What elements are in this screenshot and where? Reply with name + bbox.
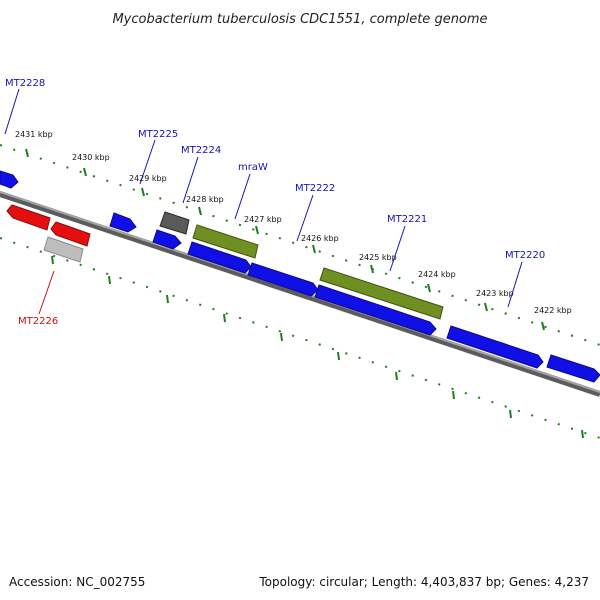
outer-major-tick	[484, 302, 488, 312]
outer-major-tick	[427, 283, 431, 293]
leader-line	[296, 194, 314, 242]
outer-major-tick	[141, 187, 145, 197]
leader-line	[4, 88, 20, 135]
gene-label[interactable]: MT2228	[5, 78, 45, 89]
inner-major-tick	[509, 409, 512, 419]
gene-forward[interactable]	[109, 212, 137, 233]
outer-major-ticks	[25, 148, 545, 331]
tick-label: 2426 kbp	[301, 234, 339, 243]
tick-label: 2430 kbp	[72, 153, 110, 162]
outer-major-tick	[541, 321, 545, 331]
gene-label[interactable]: MT2222	[295, 183, 335, 194]
genome-backbone	[0, 191, 600, 397]
outer-major-tick	[312, 244, 316, 254]
outer-major-tick	[25, 148, 29, 158]
inner-major-ticks	[51, 255, 584, 439]
tick-label: 2428 kbp	[186, 195, 224, 204]
gene-leaders	[4, 88, 523, 315]
gene-label[interactable]: mraW	[238, 162, 268, 173]
outer-major-tick	[83, 167, 87, 177]
outer-major-tick	[198, 206, 202, 216]
gene-forward[interactable]	[446, 325, 544, 369]
inner-major-tick	[223, 313, 226, 323]
gene-other[interactable]	[159, 211, 190, 235]
gene-rna[interactable]	[192, 224, 259, 259]
inner-major-tick	[395, 371, 398, 381]
tick-label: 2431 kbp	[15, 130, 53, 139]
gene-reverse[interactable]	[6, 204, 51, 231]
leader-line	[139, 139, 156, 185]
inner-major-tick	[51, 255, 54, 265]
gene-forward[interactable]	[152, 229, 182, 250]
tick-label: 2429 kbp	[129, 174, 167, 183]
gene-forward[interactable]	[187, 241, 252, 274]
genome-summary-text: Topology: circular; Length: 4,403,837 bp…	[258, 575, 589, 589]
gene-label[interactable]: MT2226	[18, 316, 58, 327]
inner-major-tick	[280, 332, 283, 342]
reverse-genes	[6, 204, 91, 263]
leader-line	[507, 261, 523, 308]
leader-line	[38, 270, 55, 315]
outer-major-tick	[255, 225, 259, 235]
tick-label: 2425 kbp	[359, 253, 397, 262]
inner-major-tick	[452, 390, 455, 400]
tick-label: 2427 kbp	[244, 215, 282, 224]
gene-forward[interactable]	[0, 170, 19, 189]
gene-pseudo[interactable]	[43, 236, 84, 263]
leader-line	[389, 225, 406, 272]
tick-label: 2424 kbp	[418, 270, 456, 279]
inner-major-tick	[337, 351, 340, 361]
inner-major-tick	[108, 275, 111, 285]
tick-label: 2423 kbp	[476, 289, 514, 298]
outer-tick-track	[0, 144, 600, 346]
gene-label[interactable]: MT2221	[387, 214, 427, 225]
forward-genes	[0, 170, 600, 383]
gene-label[interactable]: MT2225	[138, 129, 178, 140]
leader-line	[182, 156, 199, 204]
outer-major-tick	[370, 264, 374, 274]
gene-forward[interactable]	[314, 284, 437, 336]
map-title: Mycobacterium tuberculosis CDC1551, comp…	[112, 12, 487, 27]
gene-rna[interactable]	[319, 267, 444, 320]
gene-forward[interactable]	[546, 354, 600, 383]
gene-reverse[interactable]	[50, 221, 91, 247]
gene-label[interactable]: MT2224	[181, 145, 221, 156]
leader-line	[234, 173, 251, 220]
inner-major-tick	[581, 429, 584, 439]
inner-major-tick	[166, 294, 169, 304]
gene-label[interactable]: MT2220	[505, 250, 545, 261]
inner-tick-track	[0, 237, 600, 439]
accession-text: Accession: NC_002755	[9, 575, 145, 589]
gene-forward[interactable]	[247, 262, 319, 297]
tick-label: 2422 kbp	[534, 306, 572, 315]
